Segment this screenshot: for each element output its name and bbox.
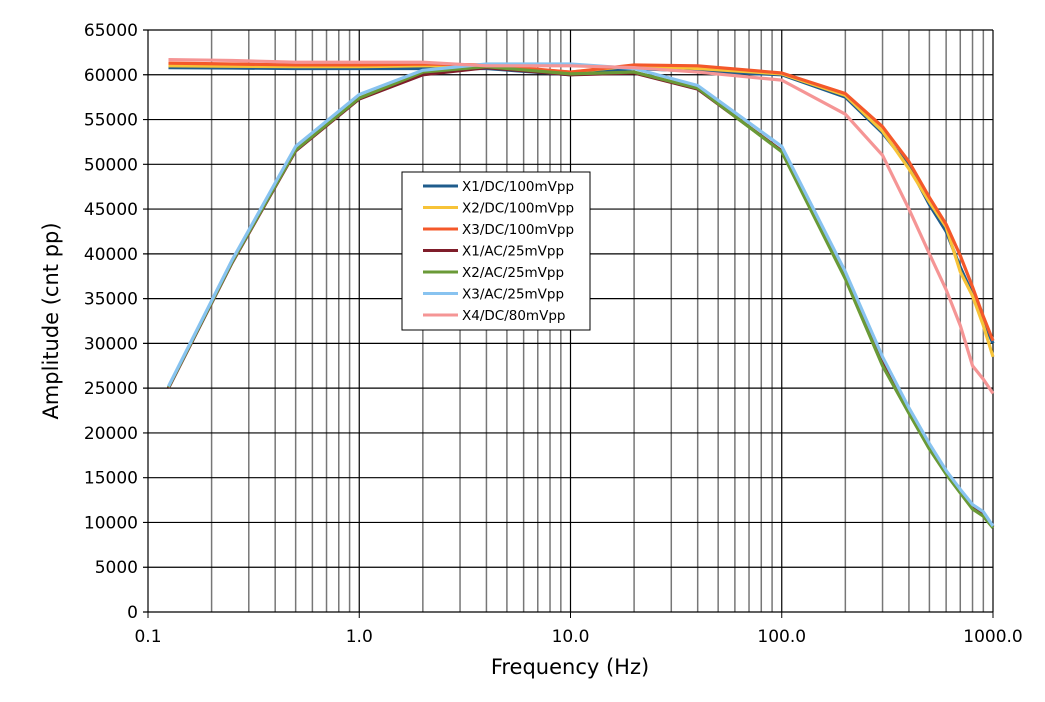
x-tick-label: 1.0 <box>346 627 373 647</box>
y-axis-ticks: 0 5000 10000 15000 20000 25000 30000 35000 40000… <box>84 21 138 623</box>
y-tick-label: 5000 <box>95 558 138 578</box>
legend: X1/DC/100mVpp X2/DC/100mVpp X3/DC/100mVpp X… <box>401 171 591 331</box>
y-axis-label: Amplitude (cnt pp) <box>39 222 63 419</box>
y-tick-label: 30000 <box>84 334 138 354</box>
series-line-x2-ac-25mvpp <box>167 65 995 529</box>
legend-label: X1/DC/100mVpp <box>462 179 574 195</box>
legend-label: X2/AC/25mVpp <box>462 265 564 281</box>
y-tick-label: 35000 <box>84 290 138 310</box>
series-line-x3-dc-100mvpp <box>168 61 995 342</box>
legend-label: X4/DC/80mVpp <box>462 308 565 324</box>
y-tick-label: 60000 <box>84 66 138 86</box>
x-axis-label: Frequency (Hz) <box>491 655 649 679</box>
y-tick-label: 40000 <box>84 245 138 265</box>
y-tick-label: 10000 <box>84 513 138 533</box>
y-tick-label: 65000 <box>84 21 138 41</box>
legend-label: X2/DC/100mVpp <box>462 201 574 217</box>
series-line-x4-dc-80mvpp <box>168 57 995 395</box>
series-lines <box>167 57 995 529</box>
y-tick-label: 55000 <box>84 111 138 131</box>
x-tick-label: 10.0 <box>552 627 590 647</box>
y-tick-label: 50000 <box>84 155 138 175</box>
y-tick-label: 0 <box>127 603 138 623</box>
legend-label: X1/AC/25mVpp <box>462 244 564 260</box>
legend-label: X3/AC/25mVpp <box>462 287 564 303</box>
x-tick-label: 0.1 <box>134 627 161 647</box>
y-tick-label: 20000 <box>84 424 138 444</box>
y-tick-label: 15000 <box>84 469 138 489</box>
y-tick-label: 25000 <box>84 379 138 399</box>
x-tick-label: 100.0 <box>757 627 806 647</box>
x-axis-ticks: 0.1 1.0 10.0 100.0 1000.0 <box>134 612 1023 647</box>
legend-label: X3/DC/100mVpp <box>462 222 574 238</box>
x-tick-label: 1000.0 <box>963 627 1022 647</box>
series-line-x3-ac-25mvpp <box>167 62 995 527</box>
y-tick-label: 45000 <box>84 200 138 220</box>
